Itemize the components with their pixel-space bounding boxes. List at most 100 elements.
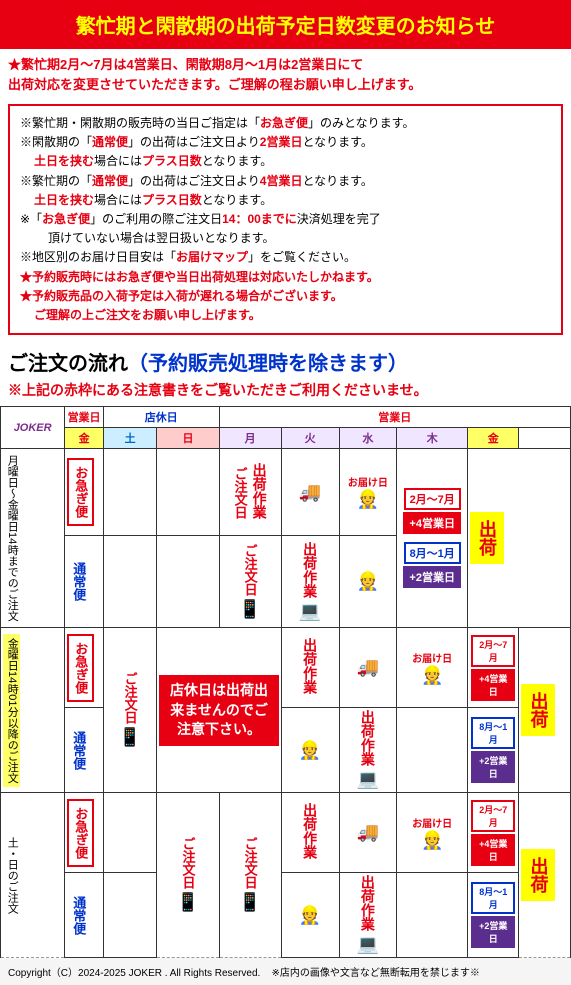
day-fri2: 金 <box>468 428 519 449</box>
plus2-tag: +2営業日 <box>471 751 515 783</box>
delivery-cell: お届け日👷 <box>339 449 397 536</box>
header-row-days: 金 土 日 月 火 水 木 金 <box>1 428 571 449</box>
truck-icon: 🚚 <box>357 657 379 677</box>
ship-work: 出荷作業 <box>300 803 320 859</box>
worker-cell: 👷 <box>281 708 339 793</box>
out-ship: 出荷 <box>521 849 555 901</box>
period-busy-tag: 2月～7月 <box>404 488 461 510</box>
order-cell-sun: ご注文日 📱 <box>219 793 281 958</box>
note-text: ※地区別のお届け日目安は「 <box>20 250 176 264</box>
ship-work: 出荷作業 <box>300 542 320 598</box>
plus4-tag: +4営業日 <box>403 512 461 534</box>
out-ship-cell: 出荷 <box>519 793 571 958</box>
note-star: ★予約販売時にはお急ぎ便や当日出荷処理は対応いたしかねます。 <box>20 270 379 284</box>
note-highlight: 土日を挟む <box>34 154 94 168</box>
note-text: ※繁忙期の「 <box>20 174 92 188</box>
order-day: ご注文日 <box>241 837 260 889</box>
section-head-black: ご注文の流れ <box>8 353 128 375</box>
note-highlight: 4営業日 <box>260 174 303 188</box>
note-text: ※「 <box>20 212 42 226</box>
delivery-cell: お届け日👷 <box>397 628 468 708</box>
delivery-label: お届け日 <box>399 815 465 830</box>
header-row-1: JOKER 営業日 店休日 営業日 <box>1 407 571 428</box>
period-busy-tag: 2月～7月 <box>471 635 515 667</box>
note-highlight: 通常便 <box>92 135 128 149</box>
laptop-icon: 💻 <box>357 934 379 954</box>
svc-normal-cell: 通常便 <box>65 708 104 793</box>
row-fri-normal: 通常便 👷 出荷作業💻 8月～1月 +2営業日 <box>1 708 571 793</box>
row-fri-express: 金曜日14時01分以降のご注文 お急ぎ便 ご注文日📱 店休日は出荷出来ませんので… <box>1 628 571 708</box>
svc-express-cell: お急ぎ便 <box>65 793 104 873</box>
footer-note: ※店内の画像や文言など無断転用を禁じます※ <box>271 968 479 979</box>
phone-icon: 📱 <box>119 727 141 747</box>
note-star: ★予約販売品の入荷予定は入荷が遅れる場合がございます。 <box>20 289 343 303</box>
period-cell-bot: 8月～1月 +2営業日 <box>468 873 519 958</box>
section-subheading: ※上記の赤枠にある注意書きをご覧いただきご利用くださいませ。 <box>0 380 571 406</box>
truck-icon: 🚚 <box>357 822 379 842</box>
day-sat: 土 <box>103 428 157 449</box>
note-highlight: 14：00までに <box>222 212 297 226</box>
note-text: 」をご覧ください。 <box>248 250 356 264</box>
ship-work: 出荷作業 <box>358 710 378 766</box>
ship-work: 出荷作業 <box>300 638 320 694</box>
svc-express: お急ぎ便 <box>67 799 94 867</box>
svc-normal: 通常便 <box>67 556 90 607</box>
order-ship-cell: ご注文日出荷作業 <box>219 449 281 536</box>
row-monfri-express: 月曜日～金曜日14時までのご注文 お急ぎ便 ご注文日出荷作業 🚚 お届け日👷 2… <box>1 449 571 536</box>
note-text: 場合には <box>94 154 142 168</box>
note-highlight: 土日を挟む <box>34 193 94 207</box>
period-cell-top: 2月～7月 +4営業日 <box>468 628 519 708</box>
period-busy-tag: 2月～7月 <box>471 800 515 832</box>
copyright: Copyright（C）2024-2025 JOKER . All Rights… <box>8 968 260 979</box>
plus2-tag: +2営業日 <box>403 566 461 588</box>
row2-label: 金曜日14時01分以降のご注文 <box>1 628 65 793</box>
note-text: 頂けていない場合は翌日扱いとなります。 <box>48 231 274 245</box>
hdr-closed: 店休日 <box>103 407 219 428</box>
ship-cell: 出荷作業 💻 <box>281 535 339 627</box>
worker-icon: 👷 <box>421 665 443 685</box>
period-cell: 2月～7月 +4営業日 8月～1月 +2営業日 <box>397 449 468 628</box>
subbanner-line1: ★繁忙期2月～7月は4営業日、閑散期8月～1月は2営業日にて <box>8 57 363 72</box>
day-thu: 木 <box>397 428 468 449</box>
hdr-bizday: 営業日 <box>219 407 570 428</box>
row-label-text: 金曜日14時01分以降のご注文 <box>3 634 20 787</box>
laptop-icon: 💻 <box>299 601 321 621</box>
truck-cell: 🚚 <box>281 449 339 536</box>
day-fri: 金 <box>65 428 104 449</box>
svc-express: お急ぎ便 <box>67 634 94 702</box>
closed-note: 店休日は出荷出来ませんのでご注意下さい。 <box>159 675 278 746</box>
note-highlight: お急ぎ便 <box>260 116 308 130</box>
note-text: となります。 <box>202 193 272 207</box>
row-satsun-express: 土・日のご注文 お急ぎ便 ご注文日📱 ご注文日📱 出荷作業 🚚 お届け日👷 2月… <box>1 793 571 873</box>
worker-icon: 👷 <box>299 905 321 925</box>
row3-label: 土・日のご注文 <box>1 793 65 958</box>
note-text: となります。 <box>302 174 372 188</box>
row-label-text: 土・日のご注文 <box>3 833 20 918</box>
order-cell: ご注文日📱 <box>103 628 157 793</box>
footer: Copyright（C）2024-2025 JOKER . All Rights… <box>0 958 571 985</box>
order-cell: ご注文日📱 <box>219 535 281 627</box>
out-ship: 出荷 <box>470 512 504 564</box>
phone-icon: 📱 <box>239 599 261 619</box>
row-label-text: 月曜日～金曜日14時までのご注文 <box>3 451 20 625</box>
section-head-blue: （予約販売処理時を除きます） <box>128 353 408 375</box>
svc-normal-cell: 通常便 <box>65 535 104 627</box>
closed-note-cell: 店休日は出荷出来ませんのでご注意下さい。 <box>157 628 281 793</box>
hdr-bizday: 営業日 <box>65 407 104 428</box>
note-text: 決済処理を完了 <box>297 212 381 226</box>
ship-work: 出荷作業 <box>358 875 378 931</box>
section-heading: ご注文の流れ（予約販売処理時を除きます） <box>0 343 571 380</box>
truck-icon: 🚚 <box>299 482 321 502</box>
delivery-label: お届け日 <box>342 474 395 489</box>
note-text: 」のご利用の際ご注文日 <box>90 212 222 226</box>
note-text: 」の出荷はご注文日より <box>128 174 260 188</box>
worker-icon: 👷 <box>357 489 379 509</box>
phone-icon: 📱 <box>239 892 261 912</box>
row1-label: 月曜日～金曜日14時までのご注文 <box>1 449 65 628</box>
truck-cell: 🚚 <box>339 793 397 873</box>
order-cell-sat: ご注文日📱 <box>157 793 219 958</box>
note-highlight: プラス日数 <box>142 193 202 207</box>
svc-normal-cell: 通常便 <box>65 873 104 958</box>
period-slow-tag: 8月～1月 <box>404 542 461 564</box>
period-cell-bot: 8月～1月 +2営業日 <box>468 708 519 793</box>
